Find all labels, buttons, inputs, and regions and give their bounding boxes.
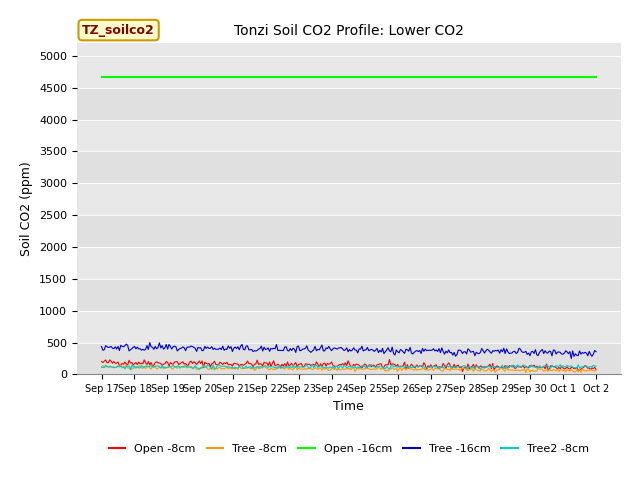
X-axis label: Time: Time <box>333 400 364 413</box>
Bar <box>77 215 621 247</box>
Bar <box>77 311 621 343</box>
Text: TZ_soilco2: TZ_soilco2 <box>82 24 155 36</box>
Title: Tonzi Soil CO2 Profile: Lower CO2: Tonzi Soil CO2 Profile: Lower CO2 <box>234 24 464 38</box>
Bar <box>77 152 621 183</box>
Bar <box>77 183 621 215</box>
Bar <box>77 343 621 374</box>
Bar <box>77 120 621 152</box>
Bar <box>77 279 621 311</box>
Y-axis label: Soil CO2 (ppm): Soil CO2 (ppm) <box>20 161 33 256</box>
Bar <box>77 88 621 120</box>
Bar <box>77 247 621 279</box>
Legend: Open -8cm, Tree -8cm, Open -16cm, Tree -16cm, Tree2 -8cm: Open -8cm, Tree -8cm, Open -16cm, Tree -… <box>104 440 593 458</box>
Bar <box>77 56 621 88</box>
